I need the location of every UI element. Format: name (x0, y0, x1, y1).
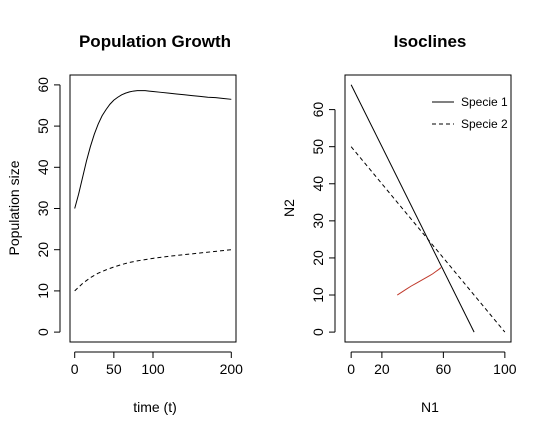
series-line-1 (74, 90, 232, 209)
x-axis-label: time (t) (133, 399, 177, 415)
y-tick-label: 40 (310, 176, 326, 192)
x-axis-label: N1 (421, 399, 439, 415)
chart-title: Population Growth (79, 32, 231, 51)
legend-label-specie-2: Specie 2 (461, 117, 508, 131)
x-tick-label: 0 (71, 361, 79, 377)
axes: 0 50 100 200 0 10 20 30 40 50 60 (35, 77, 243, 377)
y-tick-label: 30 (35, 201, 51, 217)
y-tick-label: 20 (35, 242, 51, 258)
y-tick-label: 20 (310, 250, 326, 266)
chart-title: Isoclines (394, 32, 467, 51)
x-tick-label: 100 (141, 361, 165, 377)
y-tick-label: 30 (310, 213, 326, 229)
x-tick-label: 50 (106, 361, 122, 377)
series-line-specie-2 (350, 146, 506, 333)
y-tick-label: 10 (35, 283, 51, 299)
y-tick-label: 0 (35, 328, 51, 336)
x-tick-label: 60 (436, 361, 452, 377)
y-axis-label: Population size (6, 160, 22, 255)
y-tick-label: 0 (310, 328, 326, 336)
x-tick-label: 0 (347, 361, 355, 377)
y-tick-label: 40 (35, 159, 51, 175)
plot-frame (344, 74, 512, 343)
y-tick-label: 50 (35, 118, 51, 134)
series-line-3 (396, 267, 442, 296)
y-tick-label: 10 (310, 287, 326, 303)
legend: Specie 1 Specie 2 (432, 95, 508, 131)
x-tick-label: 100 (493, 361, 517, 377)
y-tick-label: 50 (310, 139, 326, 155)
series-group (74, 90, 232, 292)
series-line-2 (74, 249, 232, 292)
x-tick-label: 20 (374, 361, 390, 377)
panel-population-growth: Population Growth time (t) Population si… (6, 32, 243, 415)
axes: 0 20 60 100 0 10 20 30 40 50 60 (310, 102, 517, 377)
y-tick-label: 60 (35, 77, 51, 93)
x-tick-label: 200 (220, 361, 244, 377)
series-group (350, 84, 506, 333)
legend-label-specie-1: Specie 1 (461, 95, 508, 109)
y-axis-label: N2 (281, 199, 297, 217)
y-tick-label: 60 (310, 102, 326, 118)
series-line-specie-1 (350, 84, 475, 333)
plot-frame (69, 74, 237, 343)
panel-isoclines: Isoclines N1 N2 0 20 60 100 0 10 20 30 40 50 60 Sp… (281, 32, 517, 415)
